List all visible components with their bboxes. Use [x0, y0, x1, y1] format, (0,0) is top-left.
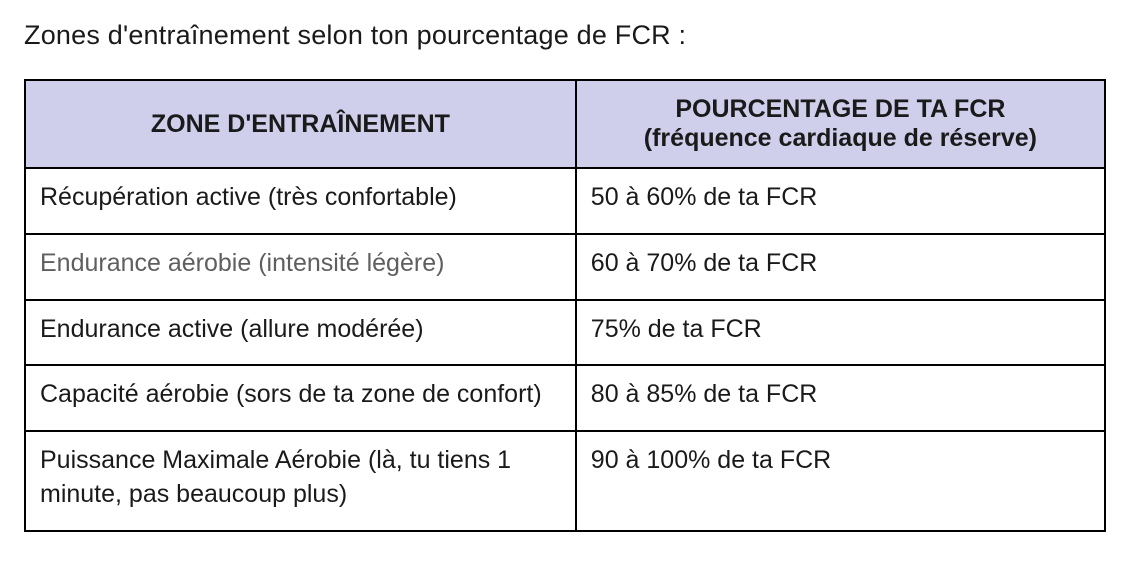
table-row: Endurance active (allure modérée) 75% de… [25, 300, 1105, 366]
header-zone: ZONE D'ENTRAÎNEMENT [25, 80, 576, 168]
cell-zone: Endurance aérobie (intensité légère) [25, 234, 576, 300]
cell-zone: Capacité aérobie (sors de ta zone de con… [25, 365, 576, 431]
header-pct-line1: POURCENTAGE DE TA FCR [675, 95, 1005, 123]
table-header-row: ZONE D'ENTRAÎNEMENT POURCENTAGE DE TA FC… [25, 80, 1105, 168]
cell-pct: 60 à 70% de ta FCR [576, 234, 1105, 300]
page-title: Zones d'entraînement selon ton pourcenta… [24, 20, 1106, 51]
header-pct: POURCENTAGE DE TA FCR (fréquence cardiaq… [576, 80, 1105, 168]
training-zones-table: ZONE D'ENTRAÎNEMENT POURCENTAGE DE TA FC… [24, 79, 1106, 532]
cell-zone: Puissance Maximale Aérobie (là, tu tiens… [25, 431, 576, 531]
table-row: Capacité aérobie (sors de ta zone de con… [25, 365, 1105, 431]
cell-zone: Récupération active (très confortable) [25, 168, 576, 234]
cell-pct: 50 à 60% de ta FCR [576, 168, 1105, 234]
table-row: Récupération active (très confortable) 5… [25, 168, 1105, 234]
cell-pct: 75% de ta FCR [576, 300, 1105, 366]
cell-pct: 90 à 100% de ta FCR [576, 431, 1105, 531]
table-row: Endurance aérobie (intensité légère) 60 … [25, 234, 1105, 300]
table-row: Puissance Maximale Aérobie (là, tu tiens… [25, 431, 1105, 531]
header-pct-line2: (fréquence cardiaque de réserve) [644, 124, 1037, 152]
cell-zone: Endurance active (allure modérée) [25, 300, 576, 366]
cell-pct: 80 à 85% de ta FCR [576, 365, 1105, 431]
header-zone-label: ZONE D'ENTRAÎNEMENT [151, 110, 450, 138]
